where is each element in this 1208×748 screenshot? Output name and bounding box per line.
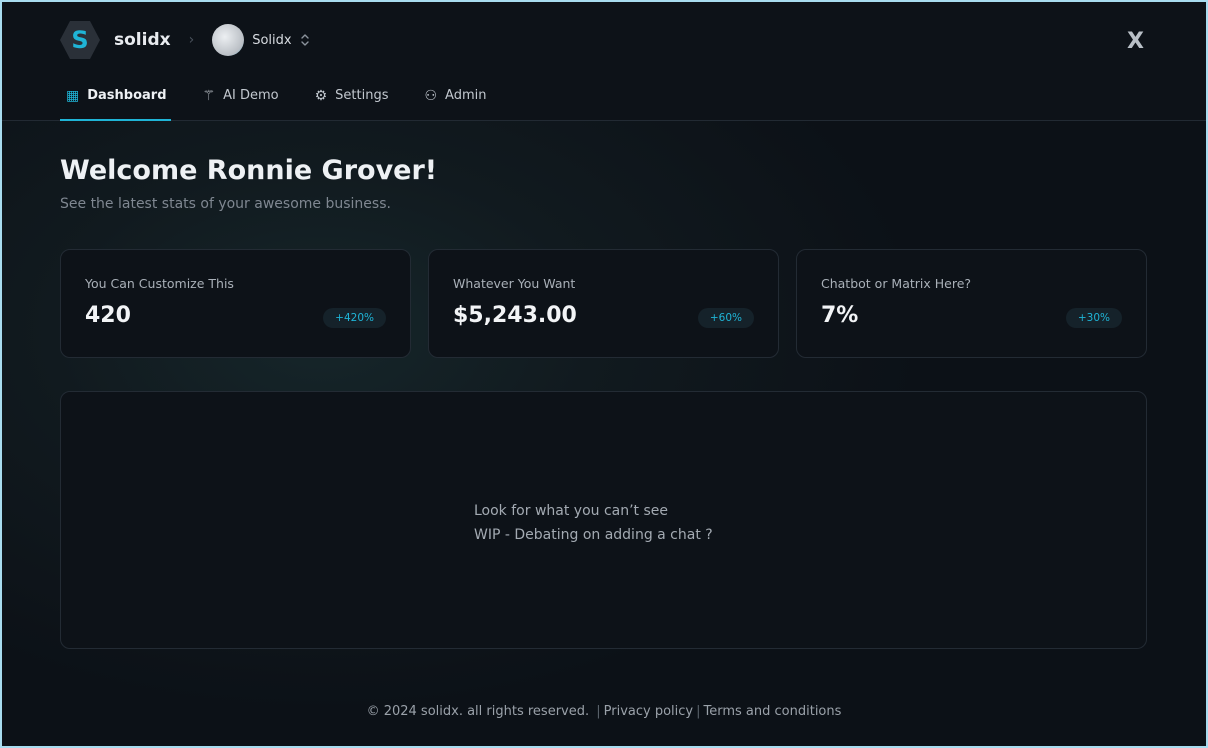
footer: © 2024 solidx. all rights reserved. | Pri… [2, 704, 1206, 719]
org-switcher[interactable]: Solidx [252, 32, 292, 48]
tab-label: AI Demo [223, 88, 279, 103]
stat-value: $5,243.00 [453, 303, 577, 328]
tab-admin[interactable]: ⚇ Admin [420, 80, 490, 121]
copyright: © 2024 solidx. all rights reserved. [366, 704, 590, 719]
divider: | [696, 704, 701, 719]
magic-wand-icon: ⚚ [202, 88, 216, 104]
tab-dashboard[interactable]: ▦ Dashboard [60, 80, 171, 121]
solidx-logo-icon[interactable]: S [60, 21, 100, 59]
user-menu-icon[interactable]: X [1127, 29, 1144, 54]
brand-name[interactable]: solidx [114, 30, 171, 50]
tab-label: Dashboard [87, 88, 167, 103]
main-nav: ▦ Dashboard ⚚ AI Demo ⚙ Settings ⚇ Admin [60, 80, 518, 121]
stat-card: You Can Customize This 420 +420% [60, 249, 411, 358]
stat-badge: +60% [697, 308, 754, 328]
gear-icon: ⚙ [314, 88, 328, 104]
user-gear-icon: ⚇ [424, 88, 438, 104]
tab-label: Admin [445, 88, 487, 103]
stat-label: Chatbot or Matrix Here? [821, 276, 972, 291]
stat-badge: +30% [1065, 308, 1122, 328]
page-title: Welcome Ronnie Grover! [60, 155, 438, 186]
stat-value: 7% [821, 303, 859, 328]
tab-settings[interactable]: ⚙ Settings [311, 80, 393, 121]
page-subtitle: See the latest stats of your awesome bus… [60, 196, 391, 212]
tab-label: Settings [335, 88, 389, 103]
stat-card: Chatbot or Matrix Here? 7% +30% [796, 249, 1147, 358]
privacy-policy-link[interactable]: Privacy policy [603, 704, 694, 719]
panel-text-line: Look for what you can’t see [474, 503, 669, 519]
chevron-right-icon: › [188, 32, 195, 48]
header: S solidx › Solidx X ▦ Dashboard ⚚ AI Demo … [2, 2, 1206, 121]
divider: | [596, 704, 601, 719]
stat-card: Whatever You Want $5,243.00 +60% [428, 249, 779, 358]
stat-label: Whatever You Want [453, 276, 576, 291]
terms-link[interactable]: Terms and conditions [703, 704, 842, 719]
grid-icon: ▦ [66, 88, 80, 104]
stat-badge: +420% [323, 308, 386, 328]
stat-value: 420 [85, 303, 131, 328]
org-avatar[interactable] [212, 24, 245, 56]
chevron-up-down-icon[interactable] [300, 33, 310, 47]
stat-label: You Can Customize This [85, 276, 234, 291]
panel-text-line: WIP - Debating on adding a chat ? [474, 527, 713, 543]
chat-panel: Look for what you can’t see WIP - Debatin… [60, 391, 1147, 649]
tab-ai-demo[interactable]: ⚚ AI Demo [199, 80, 283, 121]
